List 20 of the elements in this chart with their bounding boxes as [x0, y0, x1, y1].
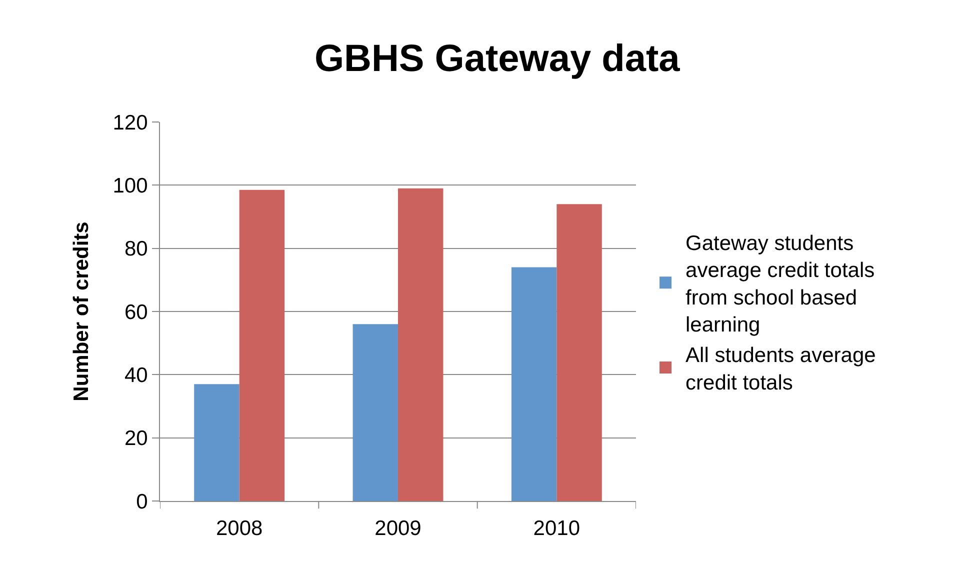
y-tick-label: 0: [136, 490, 148, 514]
bar: [194, 384, 240, 501]
x-tick-label: 2008: [216, 517, 263, 540]
y-tick-label: 60: [124, 300, 148, 324]
bar: [398, 188, 444, 501]
y-tick-label: 20: [124, 427, 148, 450]
legend-label: All students average credit totals: [686, 344, 876, 394]
bar: [239, 190, 285, 501]
y-axis-title: Number of credits: [70, 222, 93, 402]
y-tick-label: 40: [124, 364, 148, 388]
x-tick-label: 2010: [533, 517, 580, 540]
bar: [556, 204, 602, 501]
y-tick-label: 100: [112, 174, 148, 198]
bar: [352, 324, 398, 501]
x-tick-label: 2009: [374, 517, 422, 540]
bar: [511, 267, 557, 501]
chart-title: GBHS Gateway data: [314, 38, 681, 80]
y-tick-label: 80: [124, 238, 148, 261]
y-tick-label: 120: [112, 111, 148, 134]
legend-label: Gateway students average credit totals from school based learning: [686, 232, 875, 337]
